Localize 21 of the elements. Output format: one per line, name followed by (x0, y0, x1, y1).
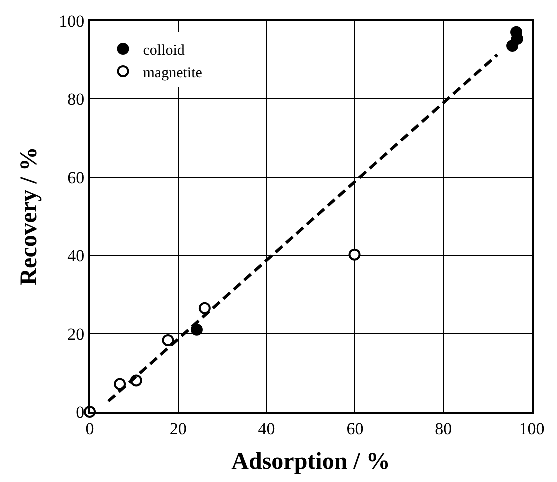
point (190, 324, 203, 336)
y-tick-label: 80 (68, 90, 85, 110)
y-tick-label: 20 (68, 324, 85, 344)
point (348, 248, 361, 261)
y-axis-title: Recovery / % (16, 147, 43, 286)
y-tick-label: 60 (68, 168, 85, 188)
point (114, 378, 126, 390)
legend-label: magnetite (143, 65, 203, 82)
x-tick-label: 60 (346, 419, 364, 438)
legend-label: colloid (143, 42, 186, 59)
x-tick-label: 100 (519, 419, 545, 438)
y-tick-label: 100 (59, 12, 85, 31)
point (162, 334, 174, 346)
x-tick-label: 80 (435, 419, 452, 438)
x-axis-title: Adsorption / % (232, 449, 390, 476)
y-tick-label: 0 (76, 402, 85, 422)
point (198, 302, 211, 314)
x-tick-label: 40 (258, 419, 276, 438)
x-tick-label: 20 (170, 419, 187, 438)
y-tick-label: 40 (68, 246, 85, 266)
point (506, 40, 519, 52)
